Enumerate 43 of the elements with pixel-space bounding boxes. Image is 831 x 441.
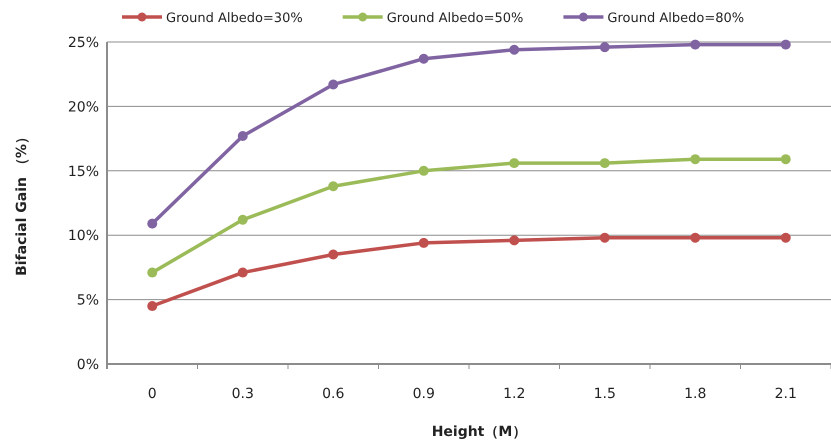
- x-tick-label: 0.6: [322, 386, 344, 402]
- x-axis-title: Height（M）: [432, 424, 526, 440]
- legend-label: Ground Albedo=30%: [166, 11, 303, 26]
- point: [238, 268, 248, 278]
- point: [600, 42, 610, 52]
- point: [600, 158, 610, 168]
- point: [509, 235, 520, 246]
- y-tick-label: 10%: [68, 228, 99, 244]
- point: [238, 131, 248, 142]
- point: [780, 40, 791, 50]
- point: [328, 80, 338, 90]
- x-tick-label: 1.2: [503, 386, 526, 402]
- point: [238, 214, 248, 225]
- x-tick-label: 0: [148, 386, 157, 402]
- y-tick-label: 25%: [68, 35, 99, 51]
- x-tick-label: 2.1: [774, 386, 797, 402]
- point: [690, 40, 700, 50]
- x-tick-label: 0.9: [412, 386, 435, 402]
- x-tick-label: 0.3: [232, 386, 254, 402]
- point: [600, 232, 610, 243]
- point: [147, 218, 158, 229]
- y-axis-title: Bifacial Gain （%）: [14, 130, 30, 276]
- x-tick-label: 1.5: [594, 386, 616, 402]
- point: [690, 154, 700, 164]
- point: [147, 268, 158, 278]
- y-tick-label: 20%: [68, 99, 99, 116]
- point: [509, 44, 520, 55]
- point: [690, 232, 700, 243]
- y-tick-label: 0%: [76, 357, 99, 373]
- point: [147, 301, 158, 312]
- legend-label: Ground Albedo=50%: [386, 11, 524, 26]
- legend-label: Ground Albedo=80%: [607, 11, 744, 26]
- point: [418, 238, 429, 248]
- x-tick-label: 1.8: [684, 386, 706, 402]
- point: [418, 54, 429, 64]
- point: [328, 250, 338, 260]
- y-tick-label: 15%: [68, 164, 99, 180]
- point: [418, 166, 429, 176]
- point: [328, 181, 338, 192]
- point: [780, 154, 791, 164]
- y-tick-label: 5%: [76, 292, 99, 309]
- point: [509, 158, 520, 168]
- point: [780, 232, 791, 243]
